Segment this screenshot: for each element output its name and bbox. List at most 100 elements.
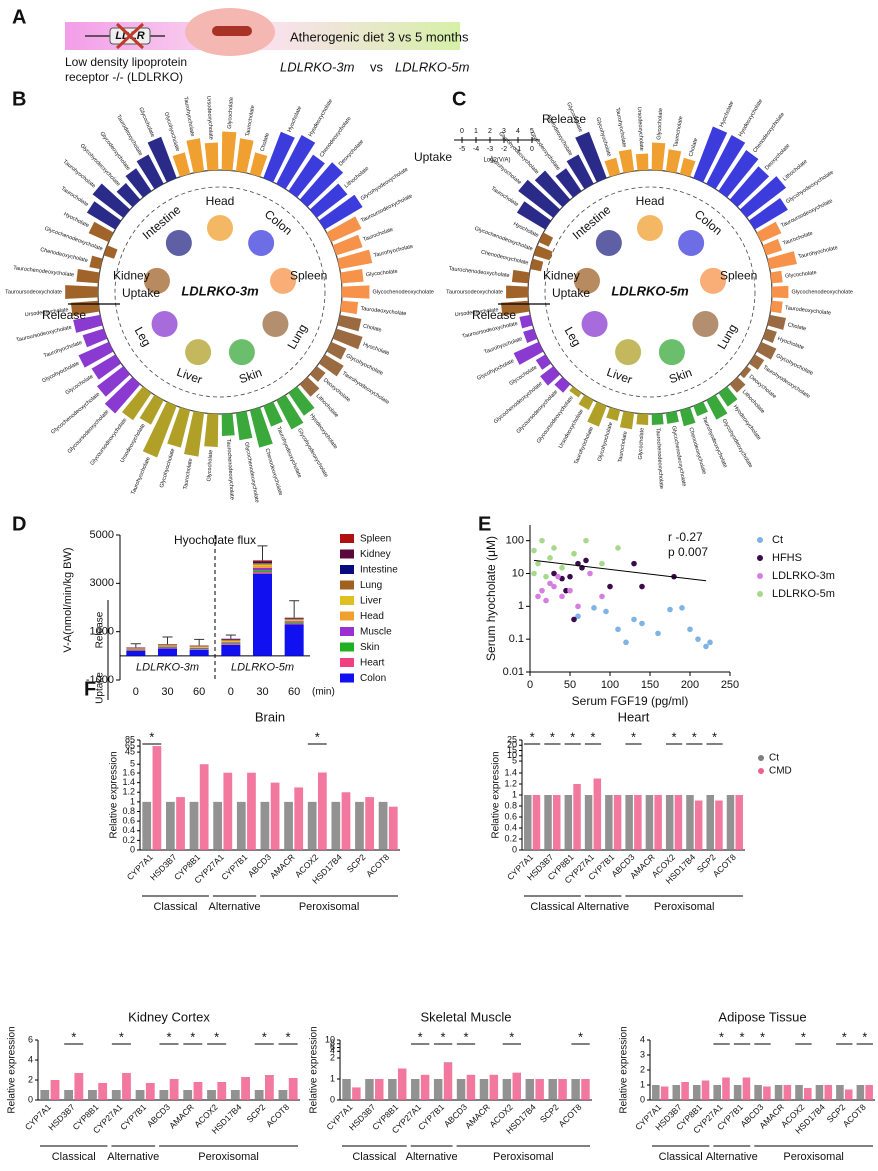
- bar: [512, 1072, 521, 1100]
- y-axis-label: Relative expression: [7, 1026, 18, 1113]
- organ-icon: [248, 229, 275, 256]
- point: [599, 593, 605, 600]
- bar-segment: [253, 563, 272, 565]
- bar: [142, 801, 152, 850]
- bar: [456, 1079, 466, 1100]
- bar: [278, 1090, 288, 1100]
- flux-bar: [288, 154, 325, 198]
- flux-bar: [767, 314, 786, 330]
- flux-bar: [332, 234, 363, 256]
- metabolite-label: Hyocholate: [362, 342, 390, 357]
- receptor-label: Low density lipoprotein: [65, 55, 187, 69]
- legend-marker: [758, 768, 764, 774]
- y-tick-label: 2: [330, 1052, 335, 1062]
- y-axis-label: Relative expression: [109, 751, 120, 838]
- significance-star: *: [719, 1029, 724, 1044]
- legend-label: Kidney: [360, 549, 391, 560]
- significance-star: *: [418, 1029, 423, 1044]
- metabolite-label: Hyodeoxycholate: [308, 413, 338, 450]
- organ-label: Liver: [605, 365, 634, 387]
- legend-label: Lung: [360, 580, 382, 591]
- scale-label: Log2(V/A): [483, 158, 510, 164]
- flux-bar: [288, 386, 315, 416]
- legend-swatch: [340, 658, 354, 667]
- scale-tick-label: -1: [515, 146, 521, 153]
- metabolite-label: Taurodeoxycholate: [360, 306, 407, 317]
- point: [543, 573, 549, 580]
- bar: [735, 795, 743, 850]
- point: [603, 608, 609, 615]
- flux-bar: [533, 245, 553, 261]
- legend-label: Intestine: [360, 565, 398, 576]
- receptor-label: receptor -/- (LDLRKO): [65, 70, 183, 84]
- metabolite-label: Glycocholate: [227, 97, 235, 129]
- bar: [159, 1090, 169, 1100]
- group-label: LDLRKO-3m: [136, 662, 199, 674]
- x-tick-label: AMACR: [463, 1102, 492, 1131]
- y-tick-label: 0.4: [504, 822, 517, 832]
- flux-bar: [575, 131, 607, 183]
- flux-bar: [299, 162, 344, 207]
- organ-icon: [581, 311, 608, 337]
- organ-label: Liver: [175, 365, 204, 387]
- organ-icon: [615, 339, 642, 366]
- metabolite-label: Glycocholate: [656, 108, 664, 140]
- organ-icon: [573, 267, 600, 294]
- bar: [742, 1077, 751, 1100]
- metabolite-label: Ursodeoxycholate: [120, 423, 147, 464]
- bar: [433, 1079, 443, 1100]
- flux-bar: [65, 285, 99, 299]
- uptake-label: Uptake: [122, 286, 160, 300]
- flux-bar: [184, 411, 205, 457]
- flux-bar: [172, 152, 191, 177]
- metabolite-label: Taurohyocholate: [43, 340, 83, 359]
- x-tick-label: 200: [681, 679, 699, 691]
- y-tick-label: 0.6: [122, 816, 135, 826]
- bar: [553, 795, 561, 850]
- x-tick-label: 60: [288, 686, 300, 698]
- bar: [722, 1077, 730, 1100]
- flux-bar: [104, 377, 141, 414]
- metabolite-label: Deoxycholate: [338, 139, 365, 167]
- metabolite-label: Lithocholate: [315, 393, 340, 419]
- point: [551, 583, 557, 590]
- organ-label: Lung: [284, 322, 309, 352]
- significance-star: *: [286, 1029, 291, 1044]
- metabolite-label: Glycochenodeoxycholate: [792, 289, 853, 295]
- legend-marker: [757, 573, 763, 579]
- metabolite-label: Glycocholate: [638, 428, 646, 460]
- bar: [88, 1090, 97, 1100]
- point: [567, 587, 573, 594]
- y-tick-label: 5000: [90, 529, 114, 541]
- bar: [331, 801, 341, 850]
- organ-label: Kidney: [543, 269, 580, 283]
- organ-label: Spleen: [720, 269, 757, 283]
- legend-marker: [757, 555, 763, 561]
- significance-star: *: [692, 729, 697, 744]
- significance-star: *: [862, 1029, 867, 1044]
- metabolite-label: Taurochenodeoxycholate: [654, 428, 664, 489]
- chart-title: Brain: [255, 709, 285, 724]
- flux-bar: [263, 401, 283, 427]
- bar: [388, 806, 398, 850]
- flux-bar: [519, 314, 533, 329]
- flux-bar: [530, 258, 544, 272]
- point: [559, 593, 565, 600]
- flux-bar: [518, 179, 561, 218]
- bar-segment: [284, 622, 304, 624]
- y-axis-label: Relative expression: [619, 1026, 630, 1113]
- x-tick-label: ACOT8: [556, 1102, 583, 1129]
- flux-bar: [309, 366, 326, 382]
- bar: [783, 1085, 792, 1100]
- y-tick-label: 1: [640, 1079, 645, 1089]
- y-tick-label: 10: [512, 567, 524, 579]
- point: [575, 603, 581, 610]
- bar-segment: [221, 644, 241, 656]
- y-tick-label: 1.6: [122, 767, 135, 777]
- bar-segment: [189, 648, 209, 650]
- metabolite-label: Hyocholate: [777, 336, 805, 351]
- artery: [212, 26, 252, 36]
- bar: [544, 795, 552, 850]
- y-tick-label: 10: [507, 750, 517, 760]
- point: [707, 639, 713, 646]
